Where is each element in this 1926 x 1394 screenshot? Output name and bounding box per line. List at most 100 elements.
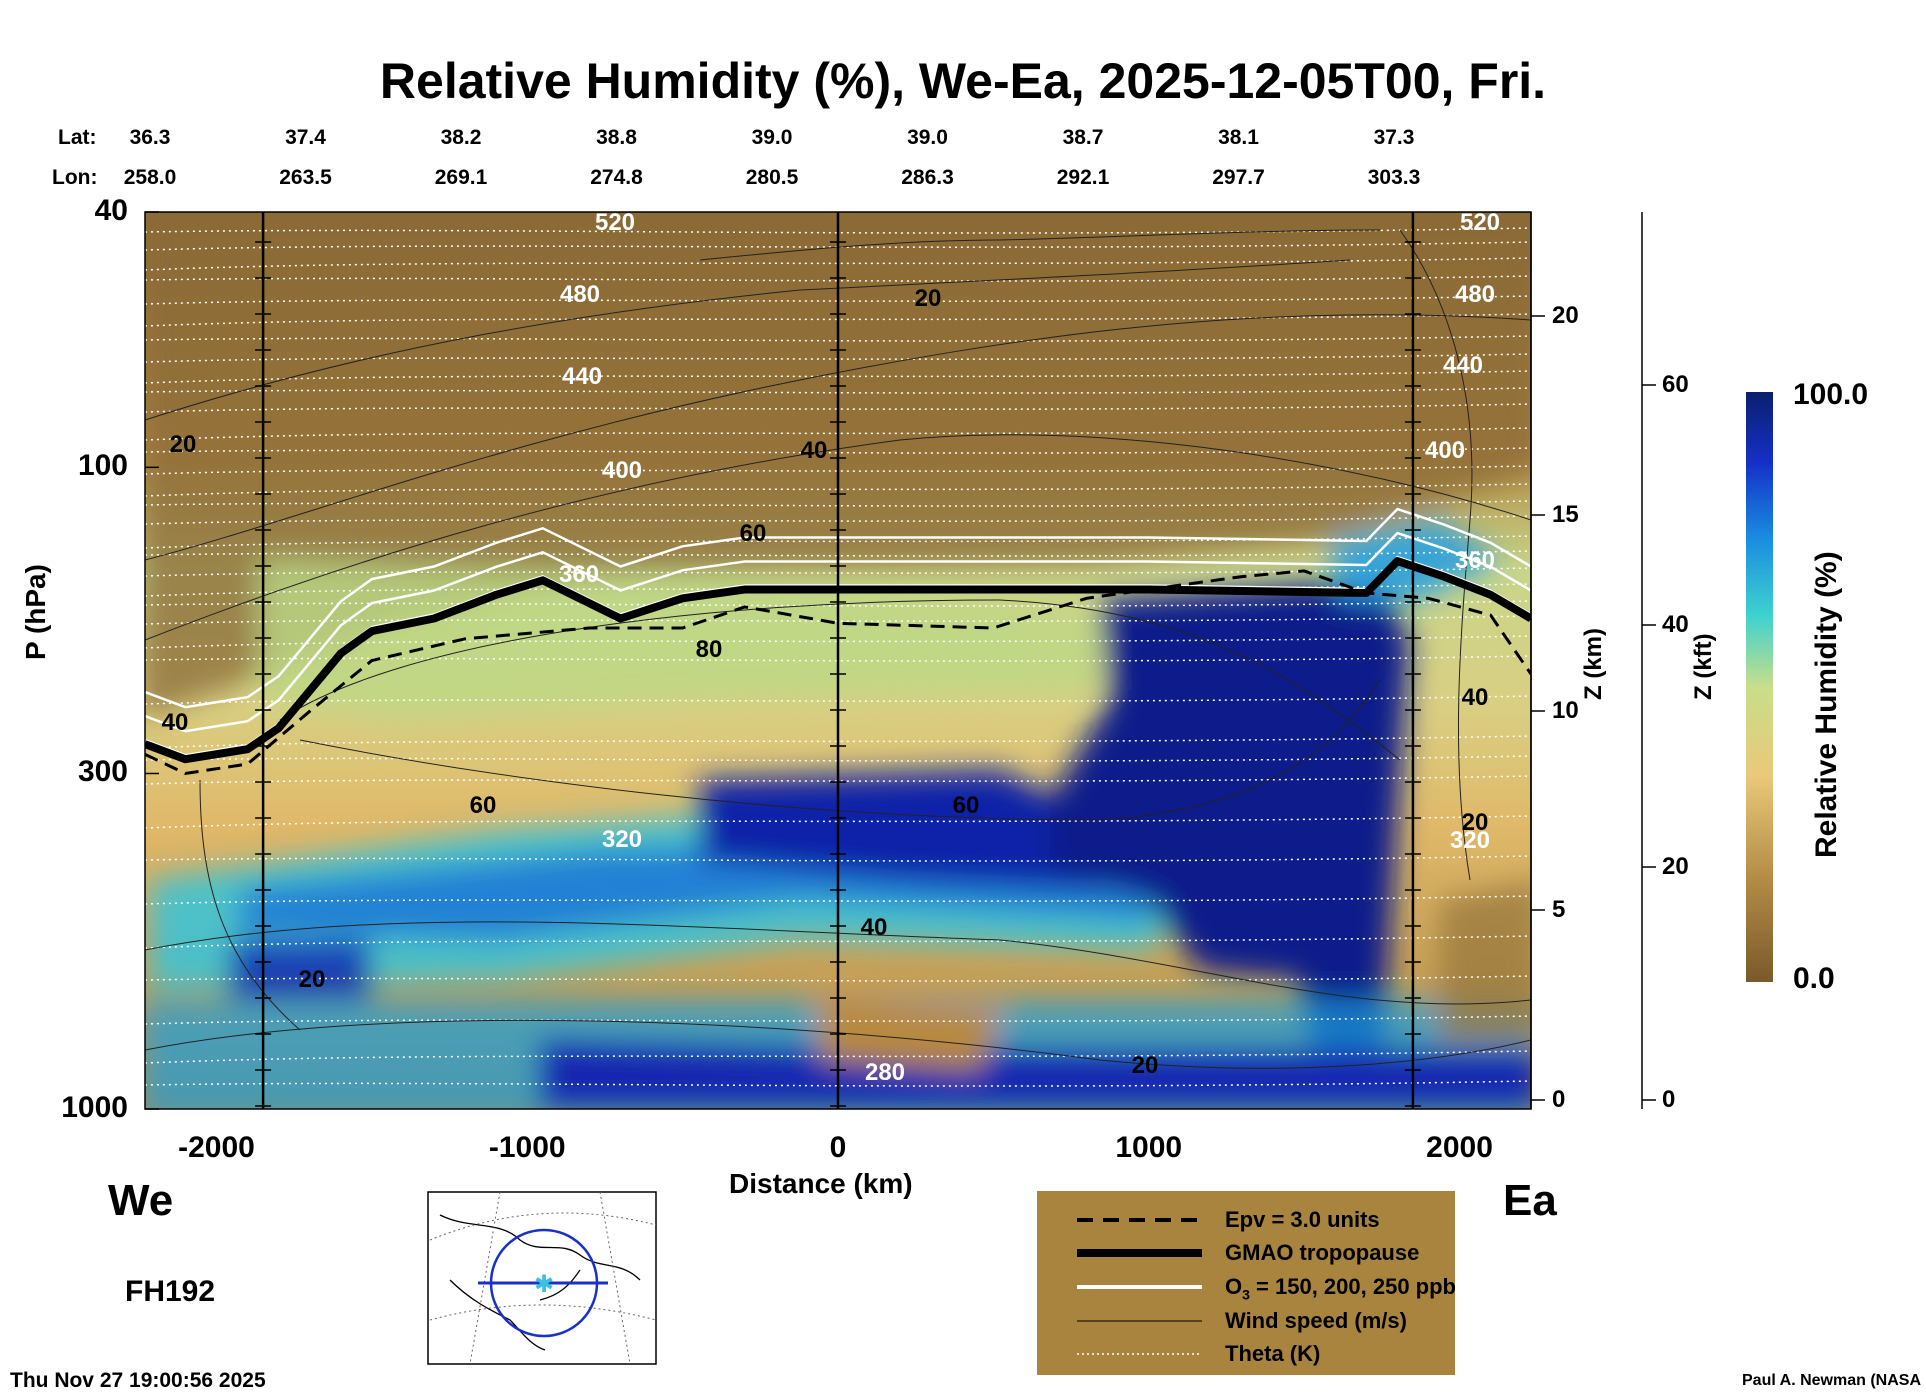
wind-contour xyxy=(1399,229,1473,881)
theta-contour xyxy=(145,895,1531,905)
y-tick-label: 300 xyxy=(77,755,128,789)
theta-label: 360 xyxy=(1455,547,1495,574)
theta-contour xyxy=(145,935,1531,949)
theta-contour xyxy=(145,1050,1531,1064)
wind-label: 40 xyxy=(162,709,189,736)
wind-label: 20 xyxy=(1132,1052,1159,1079)
wind-label: 40 xyxy=(861,914,888,941)
contour-labels: 5204804404003603202805204804404003603202… xyxy=(162,209,1500,1086)
lat-value: 38.2 xyxy=(440,126,482,149)
theta-contour xyxy=(145,465,1531,475)
theta-contour xyxy=(145,567,1531,577)
wind-contour xyxy=(299,679,1381,821)
forecast-hour: FH192 xyxy=(125,1275,216,1308)
wind-label: 80 xyxy=(696,636,723,663)
theta-contour xyxy=(145,550,1531,557)
z-km-tick-label: 5 xyxy=(1552,896,1566,923)
lon-value: 274.8 xyxy=(590,166,643,189)
legend: Epv = 3.0 units GMAO tropopause O3 = 150… xyxy=(1037,1191,1456,1375)
theta-contour xyxy=(145,427,1531,441)
wind-contour xyxy=(199,779,301,1031)
wind-label: 60 xyxy=(470,792,497,819)
credit: Paul A. Newman (NASA xyxy=(1742,1372,1921,1389)
wind-contour xyxy=(699,229,1381,261)
y-tick-label: 100 xyxy=(77,449,128,483)
lon-value: 258.0 xyxy=(123,166,177,189)
theta-contour xyxy=(145,695,1531,705)
wind-label: 60 xyxy=(740,520,767,547)
y-tick-label: 40 xyxy=(94,194,128,227)
lat-value: 37.3 xyxy=(1373,126,1415,149)
theta-contour xyxy=(145,257,1531,271)
wind-label: 20 xyxy=(915,285,942,312)
z-kft-tick-label: 0 xyxy=(1662,1086,1676,1113)
z-km-axis-title: Z (km) xyxy=(1580,628,1607,700)
x-tick-label: 1000 xyxy=(1115,1131,1183,1164)
lon-value: 286.3 xyxy=(901,166,954,189)
theta-label: 280 xyxy=(865,1059,905,1086)
lat-value: 39.0 xyxy=(751,126,793,149)
theta-contour xyxy=(145,275,1531,282)
wind-label: 20 xyxy=(299,966,326,993)
theta-label: 320 xyxy=(602,826,642,853)
theta-label: 400 xyxy=(602,457,642,484)
theta-label: 400 xyxy=(1425,437,1465,464)
lat-value: 38.7 xyxy=(1062,126,1104,149)
theta-contour xyxy=(145,335,1531,342)
legend-theta-label: Theta (K) xyxy=(1225,1341,1321,1366)
lon-value: 297.7 xyxy=(1212,166,1265,189)
lat-value: 36.3 xyxy=(129,126,171,149)
colorbar-title: Relative Humidity (%) xyxy=(1810,551,1843,858)
ozone-contour xyxy=(145,531,1531,733)
z-kft-tick-label: 60 xyxy=(1662,371,1689,398)
vertical-reference-lines xyxy=(255,212,1421,1109)
colorbar xyxy=(1746,392,1773,982)
theta-label: 440 xyxy=(562,363,602,390)
theta-contour xyxy=(145,815,1531,829)
theta-contour xyxy=(145,615,1531,625)
lon-value: 263.5 xyxy=(279,166,332,189)
ozone-contour xyxy=(145,507,1531,709)
legend-epv-label: Epv = 3.0 units xyxy=(1225,1207,1380,1232)
z-kft-tick-label: 40 xyxy=(1662,611,1689,638)
west-label: We xyxy=(108,1176,174,1225)
wind-label: 20 xyxy=(1462,809,1489,836)
theta-contour xyxy=(145,735,1531,749)
theta-contour xyxy=(145,775,1531,785)
axis-ticks xyxy=(145,211,1656,1110)
z-kft-tick-label: 20 xyxy=(1662,853,1689,880)
lat-value: 38.1 xyxy=(1218,126,1259,149)
lat-value: 37.4 xyxy=(285,126,326,149)
chart-title: Relative Humidity (%), We-Ea, 2025-12-05… xyxy=(379,53,1547,109)
theta-contour xyxy=(145,313,1531,327)
theta-contour xyxy=(145,975,1531,982)
theta-contour xyxy=(145,855,1531,862)
wind-label: 60 xyxy=(953,792,980,819)
theta-contour xyxy=(145,500,1531,507)
theta-contour xyxy=(145,483,1531,497)
wind-label: 40 xyxy=(801,437,828,464)
lon-value: 269.1 xyxy=(434,166,488,189)
colorbar-min-label: 0.0 xyxy=(1793,962,1835,995)
theta-label: 480 xyxy=(560,281,600,308)
y-axis-title: P (hPa) xyxy=(20,564,51,660)
theta-contour xyxy=(145,227,1531,234)
z-km-tick-label: 20 xyxy=(1552,302,1579,329)
z-km-tick-label: 0 xyxy=(1552,1086,1566,1113)
lat-label: Lat: xyxy=(58,126,97,149)
lat-value: 38.8 xyxy=(596,126,637,149)
lon-value: 280.5 xyxy=(745,166,799,189)
wind-contour xyxy=(145,259,1351,421)
x-tick-label: -1000 xyxy=(488,1131,566,1164)
theta-contour xyxy=(145,403,1531,413)
z-km-tick-label: 10 xyxy=(1552,697,1579,724)
theta-label: 480 xyxy=(1455,281,1495,308)
z-km-tick-label: 15 xyxy=(1552,501,1579,528)
x-axis-title: Distance (km) xyxy=(729,1168,913,1199)
theta-contour xyxy=(145,370,1531,384)
legend-wind-label: Wind speed (m/s) xyxy=(1225,1308,1407,1333)
tropopause-path xyxy=(145,557,1531,764)
colorbar-max-label: 100.0 xyxy=(1793,378,1869,411)
wind-contour xyxy=(145,921,1531,1005)
theta-label: 520 xyxy=(595,209,635,236)
